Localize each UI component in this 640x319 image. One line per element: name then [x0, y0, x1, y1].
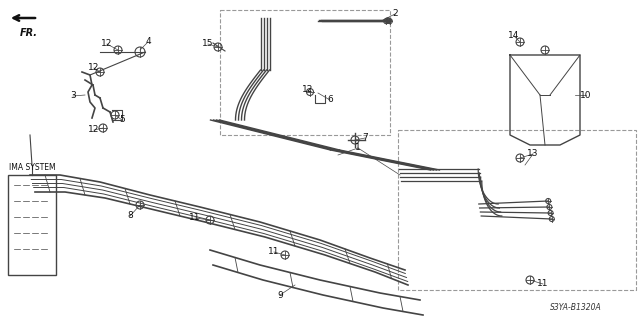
Text: 14: 14 [508, 32, 520, 41]
Text: 1: 1 [355, 144, 361, 152]
Text: S3YA-B1320A: S3YA-B1320A [550, 303, 602, 313]
Text: 6: 6 [327, 95, 333, 105]
Text: FR.: FR. [20, 28, 38, 38]
Text: 11: 11 [537, 279, 548, 288]
Text: IMA SYSTEM: IMA SYSTEM [9, 163, 55, 172]
Text: 8: 8 [127, 211, 133, 220]
Text: 12: 12 [88, 63, 100, 72]
Bar [220, 10, 390, 135]
Bar [8, 175, 56, 275]
Text: 7: 7 [362, 133, 368, 143]
Text: 12: 12 [302, 85, 314, 94]
Text: 10: 10 [580, 91, 592, 100]
Text: 5: 5 [119, 115, 125, 124]
Text: 12: 12 [88, 125, 100, 135]
Text: 4: 4 [145, 38, 151, 47]
Text: 2: 2 [392, 10, 398, 19]
Bar [398, 130, 636, 290]
Text: 9: 9 [277, 291, 283, 300]
Text: 11: 11 [268, 248, 280, 256]
Text: 12: 12 [101, 40, 113, 48]
Text: 3: 3 [70, 92, 76, 100]
Text: 11: 11 [189, 213, 201, 222]
Text: 15: 15 [202, 40, 214, 48]
Text: 13: 13 [527, 150, 539, 159]
